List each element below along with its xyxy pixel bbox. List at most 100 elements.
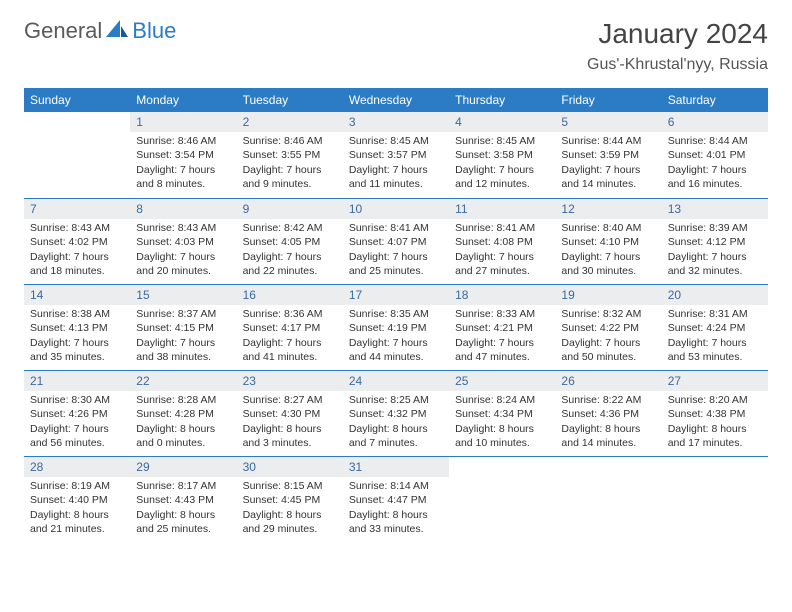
sunset-text: Sunset: 4:07 PM bbox=[349, 235, 443, 249]
date-number: 18 bbox=[449, 284, 555, 305]
sunset-text: Sunset: 4:12 PM bbox=[668, 235, 762, 249]
calendar-row: 1Sunrise: 8:46 AMSunset: 3:54 PMDaylight… bbox=[24, 112, 768, 198]
date-bar-empty bbox=[449, 456, 555, 477]
day2-text: and 50 minutes. bbox=[561, 350, 655, 364]
day-cell-16: 16Sunrise: 8:36 AMSunset: 4:17 PMDayligh… bbox=[237, 284, 343, 370]
day2-text: and 12 minutes. bbox=[455, 177, 549, 191]
sunrise-text: Sunrise: 8:35 AM bbox=[349, 307, 443, 321]
empty-cell bbox=[449, 456, 555, 542]
day2-text: and 8 minutes. bbox=[136, 177, 230, 191]
sunrise-text: Sunrise: 8:37 AM bbox=[136, 307, 230, 321]
day-cell-23: 23Sunrise: 8:27 AMSunset: 4:30 PMDayligh… bbox=[237, 370, 343, 456]
day1-text: Daylight: 7 hours bbox=[561, 250, 655, 264]
title-block: January 2024 Gus'-Khrustal'nyy, Russia bbox=[587, 18, 768, 74]
dow-monday: Monday bbox=[130, 88, 236, 112]
day1-text: Daylight: 7 hours bbox=[136, 250, 230, 264]
sunset-text: Sunset: 4:38 PM bbox=[668, 407, 762, 421]
sunset-text: Sunset: 4:15 PM bbox=[136, 321, 230, 335]
day2-text: and 32 minutes. bbox=[668, 264, 762, 278]
sunset-text: Sunset: 4:32 PM bbox=[349, 407, 443, 421]
day2-text: and 18 minutes. bbox=[30, 264, 124, 278]
sunset-text: Sunset: 4:28 PM bbox=[136, 407, 230, 421]
day1-text: Daylight: 7 hours bbox=[455, 336, 549, 350]
sunrise-text: Sunrise: 8:41 AM bbox=[349, 221, 443, 235]
sunrise-text: Sunrise: 8:30 AM bbox=[30, 393, 124, 407]
dow-wednesday: Wednesday bbox=[343, 88, 449, 112]
day2-text: and 3 minutes. bbox=[243, 436, 337, 450]
date-number: 13 bbox=[662, 198, 768, 219]
sunrise-text: Sunrise: 8:46 AM bbox=[136, 134, 230, 148]
day-cell-18: 18Sunrise: 8:33 AMSunset: 4:21 PMDayligh… bbox=[449, 284, 555, 370]
date-number: 23 bbox=[237, 370, 343, 391]
day1-text: Daylight: 7 hours bbox=[30, 422, 124, 436]
day1-text: Daylight: 7 hours bbox=[668, 163, 762, 177]
day-cell-27: 27Sunrise: 8:20 AMSunset: 4:38 PMDayligh… bbox=[662, 370, 768, 456]
day-cell-13: 13Sunrise: 8:39 AMSunset: 4:12 PMDayligh… bbox=[662, 198, 768, 284]
day-cell-2: 2Sunrise: 8:46 AMSunset: 3:55 PMDaylight… bbox=[237, 112, 343, 198]
day2-text: and 25 minutes. bbox=[349, 264, 443, 278]
date-number: 12 bbox=[555, 198, 661, 219]
dow-friday: Friday bbox=[555, 88, 661, 112]
sunset-text: Sunset: 4:17 PM bbox=[243, 321, 337, 335]
sunset-text: Sunset: 3:54 PM bbox=[136, 148, 230, 162]
date-number: 14 bbox=[24, 284, 130, 305]
day1-text: Daylight: 8 hours bbox=[243, 508, 337, 522]
date-number: 19 bbox=[555, 284, 661, 305]
date-number: 16 bbox=[237, 284, 343, 305]
date-bar-empty bbox=[555, 456, 661, 477]
day2-text: and 27 minutes. bbox=[455, 264, 549, 278]
day-cell-3: 3Sunrise: 8:45 AMSunset: 3:57 PMDaylight… bbox=[343, 112, 449, 198]
date-number: 31 bbox=[343, 456, 449, 477]
day1-text: Daylight: 7 hours bbox=[668, 250, 762, 264]
logo-text-general: General bbox=[24, 18, 102, 44]
day1-text: Daylight: 7 hours bbox=[561, 336, 655, 350]
day2-text: and 56 minutes. bbox=[30, 436, 124, 450]
sunset-text: Sunset: 3:55 PM bbox=[243, 148, 337, 162]
day2-text: and 0 minutes. bbox=[136, 436, 230, 450]
day2-text: and 11 minutes. bbox=[349, 177, 443, 191]
date-bar-empty bbox=[662, 456, 768, 477]
day2-text: and 35 minutes. bbox=[30, 350, 124, 364]
sunrise-text: Sunrise: 8:42 AM bbox=[243, 221, 337, 235]
day1-text: Daylight: 7 hours bbox=[561, 163, 655, 177]
sunrise-text: Sunrise: 8:41 AM bbox=[455, 221, 549, 235]
day1-text: Daylight: 8 hours bbox=[136, 422, 230, 436]
calendar-row: 14Sunrise: 8:38 AMSunset: 4:13 PMDayligh… bbox=[24, 284, 768, 370]
sunset-text: Sunset: 4:10 PM bbox=[561, 235, 655, 249]
sunset-text: Sunset: 4:08 PM bbox=[455, 235, 549, 249]
day-of-week-row: SundayMondayTuesdayWednesdayThursdayFrid… bbox=[24, 88, 768, 112]
day-cell-26: 26Sunrise: 8:22 AMSunset: 4:36 PMDayligh… bbox=[555, 370, 661, 456]
date-number: 5 bbox=[555, 112, 661, 132]
date-number: 15 bbox=[130, 284, 236, 305]
day-cell-30: 30Sunrise: 8:15 AMSunset: 4:45 PMDayligh… bbox=[237, 456, 343, 542]
day-cell-20: 20Sunrise: 8:31 AMSunset: 4:24 PMDayligh… bbox=[662, 284, 768, 370]
location-text: Gus'-Khrustal'nyy, Russia bbox=[587, 56, 768, 74]
day2-text: and 7 minutes. bbox=[349, 436, 443, 450]
date-number: 20 bbox=[662, 284, 768, 305]
day-cell-15: 15Sunrise: 8:37 AMSunset: 4:15 PMDayligh… bbox=[130, 284, 236, 370]
sunset-text: Sunset: 4:24 PM bbox=[668, 321, 762, 335]
dow-tuesday: Tuesday bbox=[237, 88, 343, 112]
sunrise-text: Sunrise: 8:31 AM bbox=[668, 307, 762, 321]
sunset-text: Sunset: 4:36 PM bbox=[561, 407, 655, 421]
day1-text: Daylight: 7 hours bbox=[30, 336, 124, 350]
sunrise-text: Sunrise: 8:17 AM bbox=[136, 479, 230, 493]
date-number: 27 bbox=[662, 370, 768, 391]
sunset-text: Sunset: 4:34 PM bbox=[455, 407, 549, 421]
logo-sail-icon bbox=[106, 20, 128, 43]
day1-text: Daylight: 7 hours bbox=[455, 250, 549, 264]
day-cell-25: 25Sunrise: 8:24 AMSunset: 4:34 PMDayligh… bbox=[449, 370, 555, 456]
day1-text: Daylight: 7 hours bbox=[243, 163, 337, 177]
day-cell-10: 10 Sunrise: 8:41 AMSunset: 4:07 PMDayligh… bbox=[343, 198, 449, 284]
sunrise-text: Sunrise: 8:45 AM bbox=[349, 134, 443, 148]
day-cell-28: 28Sunrise: 8:19 AMSunset: 4:40 PMDayligh… bbox=[24, 456, 130, 542]
sunrise-text: Sunrise: 8:43 AM bbox=[136, 221, 230, 235]
date-number: 10 bbox=[343, 198, 449, 219]
calendar-row: 7Sunrise: 8:43 AMSunset: 4:02 PMDaylight… bbox=[24, 198, 768, 284]
sunrise-text: Sunrise: 8:14 AM bbox=[349, 479, 443, 493]
header: General Blue January 2024 Gus'-Khrustal'… bbox=[0, 0, 792, 84]
day2-text: and 16 minutes. bbox=[668, 177, 762, 191]
day1-text: Daylight: 7 hours bbox=[349, 250, 443, 264]
day1-text: Daylight: 7 hours bbox=[30, 250, 124, 264]
day-cell-1: 1Sunrise: 8:46 AMSunset: 3:54 PMDaylight… bbox=[130, 112, 236, 198]
